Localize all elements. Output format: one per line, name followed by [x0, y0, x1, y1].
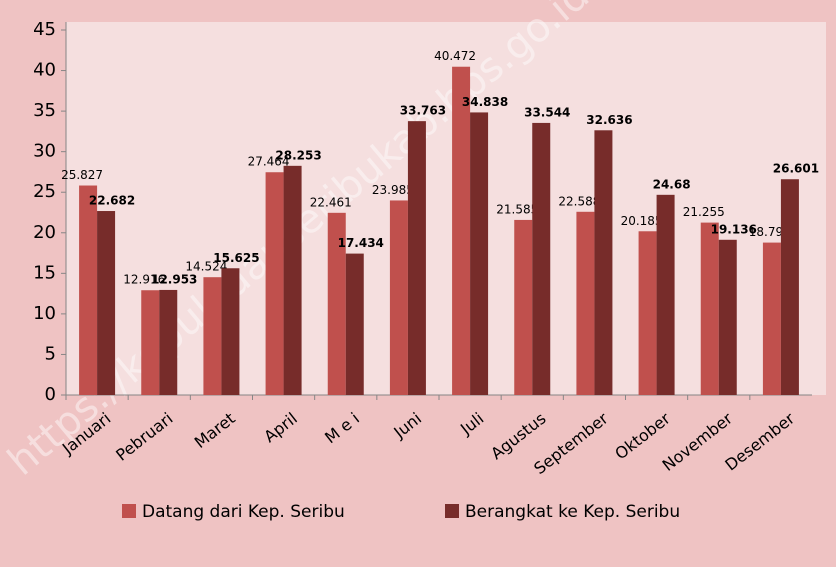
y-tick-label: 25 — [33, 181, 56, 202]
value-label: 24.68 — [653, 177, 691, 191]
bar — [718, 239, 737, 395]
bar — [594, 130, 613, 396]
bar — [327, 212, 346, 395]
y-tick-label: 40 — [33, 60, 56, 81]
value-label: 18.79 — [749, 225, 783, 239]
bar — [159, 289, 178, 395]
plot-area — [66, 22, 826, 395]
value-label: 32.636 — [586, 113, 632, 127]
y-tick-label: 30 — [33, 141, 56, 162]
value-label: 26.601 — [773, 162, 819, 176]
y-tick-label: 0 — [45, 384, 56, 405]
y-tick-label: 20 — [33, 222, 56, 243]
bar — [79, 185, 98, 395]
bar — [780, 179, 799, 395]
value-label: 25.827 — [61, 168, 103, 182]
value-label: 22.461 — [310, 195, 352, 209]
bar — [532, 122, 551, 395]
bar — [283, 165, 302, 395]
bar — [514, 219, 533, 395]
value-label: 40.472 — [434, 49, 476, 63]
value-label: 19.136 — [711, 222, 757, 236]
value-label: 28.253 — [275, 148, 321, 162]
bar — [203, 277, 222, 395]
legend-label: Datang dari Kep. Seribu — [142, 502, 345, 522]
value-label: 12.916 — [123, 273, 165, 287]
value-label: 23.985 — [372, 183, 414, 197]
value-label: 17.434 — [338, 236, 384, 250]
bar — [97, 211, 116, 395]
value-label: 15.625 — [213, 251, 259, 265]
bar — [576, 211, 595, 395]
bar — [656, 194, 675, 395]
bar — [221, 268, 240, 395]
value-label: 12.953 — [151, 272, 197, 286]
value-label: 21.585 — [496, 202, 538, 216]
value-label: 33.763 — [400, 104, 446, 118]
y-tick-label: 5 — [45, 343, 56, 364]
value-label: 34.838 — [462, 95, 508, 109]
bar — [470, 112, 489, 395]
value-label: 20.185 — [621, 214, 663, 228]
legend-label: Berangkat ke Kep. Seribu — [465, 502, 680, 522]
y-tick-label: 45 — [33, 19, 56, 40]
y-tick-label: 35 — [33, 100, 56, 121]
bar — [345, 253, 364, 395]
bar — [407, 121, 426, 395]
bar — [452, 66, 471, 395]
y-tick-label: 15 — [33, 262, 56, 283]
bar — [638, 231, 657, 395]
value-label: 14.524 — [185, 260, 227, 274]
bar — [265, 172, 284, 395]
bar — [389, 200, 408, 395]
bar — [700, 222, 719, 395]
bar — [141, 290, 160, 395]
y-tick-label: 10 — [33, 303, 56, 324]
bar — [762, 242, 781, 395]
legend-swatch — [445, 504, 459, 518]
value-label: 27.464 — [248, 155, 290, 169]
legend-swatch — [122, 504, 136, 518]
value-label: 22.682 — [89, 194, 135, 208]
value-label: 21.255 — [683, 205, 725, 219]
value-label: 22.588 — [558, 194, 600, 208]
value-label: 33.544 — [524, 105, 570, 119]
